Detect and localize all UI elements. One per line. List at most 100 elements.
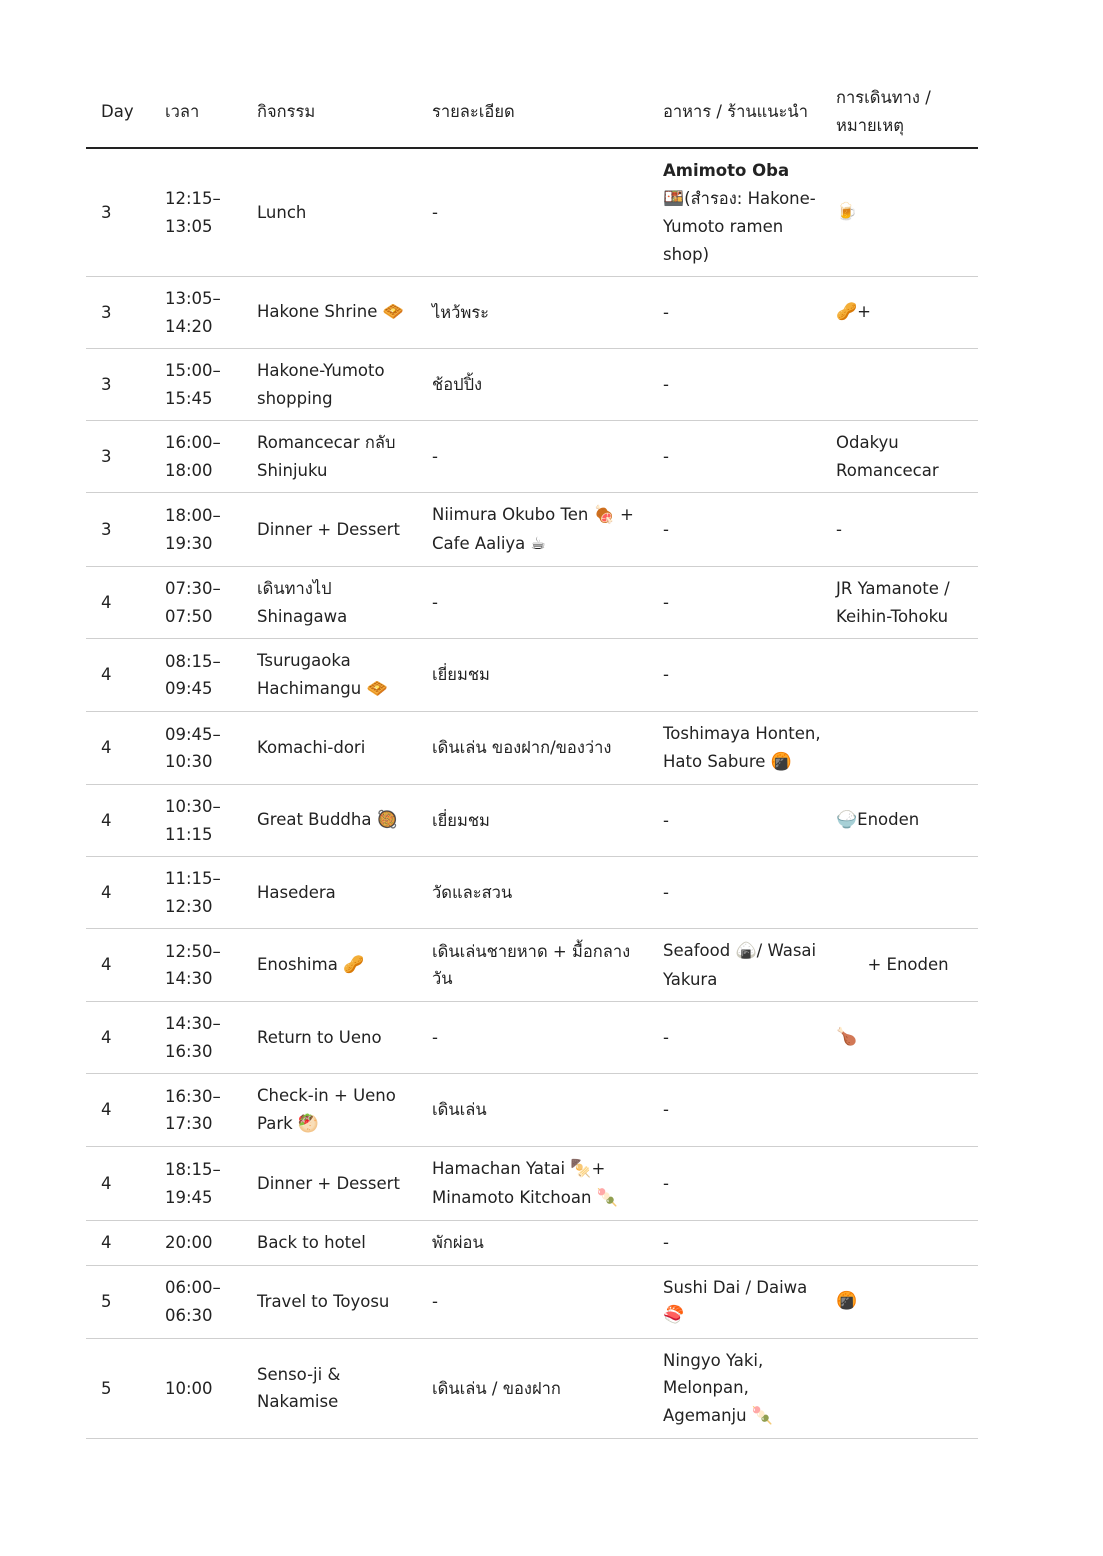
cell-day: 3	[86, 348, 150, 421]
table-row: 4 12:50–14:30 Enoshima 🥜 เดินเล่นชายหาด + ม…	[86, 928, 978, 1002]
cell-day: 4	[86, 711, 150, 785]
peanut-icon: 🥜	[343, 954, 365, 975]
cell-day: 4	[86, 1073, 150, 1147]
cell-detail-text: Hamachan Yatai	[432, 1159, 571, 1178]
cell-detail-text: ไหว้พระ	[432, 302, 490, 322]
peanut-icon: 🥜	[836, 302, 858, 323]
cell-travel-text: Odakyu Romancecar	[836, 433, 939, 480]
pita-icon: 🥙	[297, 1113, 320, 1134]
cell-food: -	[648, 638, 821, 712]
table-row: 4 09:45–10:30 Komachi-dori เดินเล่น ของฝาก/…	[86, 711, 978, 785]
cell-detail-text: Niimura Okubo Ten	[432, 505, 594, 524]
cell-food-text: / Wasai Yakura	[663, 941, 822, 989]
onigiri-icon: 🍙	[735, 941, 757, 961]
cell-activity-text: Senso-ji & Nakamise	[257, 1364, 346, 1412]
table-row: 4 07:30–07:50 เดินทางไป Shinagawa - - JR Yama…	[86, 566, 978, 639]
cell-food-text: -	[663, 1173, 669, 1193]
rice-bowl-icon: 🍚	[836, 810, 858, 831]
meat-icon: 🍖	[593, 505, 615, 525]
table-row: 3 18:00–19:30 Dinner + Dessert Niimura Okub…	[86, 492, 978, 567]
cell-activity: Dinner + Dessert	[242, 492, 417, 567]
cell-food-text: -	[663, 374, 669, 394]
cell-detail-text: เดินเล่น ของฝาก/ของว่าง	[432, 738, 612, 758]
cell-food-text: -	[663, 1100, 669, 1120]
cell-time: 12:50–14:30	[150, 928, 242, 1002]
table-row: 3 15:00–15:45 Hakone-Yumoto shopping ช้อปปิ…	[86, 348, 978, 421]
cell-food-text: (สำรอง: Hakone-Yumoto ramen shop)	[663, 188, 816, 264]
cell-activity: Check-in + Ueno Park 🥙	[242, 1073, 417, 1147]
cell-food: Sushi Dai / Daiwa 🍣	[648, 1265, 821, 1339]
cell-food-text: -	[663, 882, 669, 902]
table-row: 4 08:15–09:45 Tsurugaoka Hachimangu 🧇 เยี่ย…	[86, 638, 978, 712]
cell-activity: Return to Ueno	[242, 1001, 417, 1074]
cell-time: 15:00–15:45	[150, 348, 242, 421]
cell-travel	[821, 856, 978, 929]
cell-detail-text: -	[432, 1027, 438, 1047]
table-body: 3 12:15–13:05 Lunch - Amimoto Oba 🍱(สำรอง: Ha…	[86, 148, 978, 1439]
cell-time: 08:15–09:45	[150, 638, 242, 712]
header-food: อาหาร / ร้านแนะนำ	[648, 80, 821, 149]
header-day: Day	[86, 80, 150, 149]
cell-day: 3	[86, 420, 150, 493]
header-detail: รายละเอียด	[417, 80, 648, 149]
cell-food-text: Seafood	[663, 941, 736, 960]
cell-detail-text: เดินเล่น	[432, 1100, 487, 1120]
cell-food: -	[648, 1073, 821, 1147]
cell-detail-text: พักผ่อน	[432, 1233, 484, 1252]
cell-time: 12:15–13:05	[150, 148, 242, 277]
header-activity: กิจกรรม	[242, 80, 417, 149]
cell-detail-text: เดินเล่น / ของฝาก	[432, 1378, 561, 1398]
cell-day: 4	[86, 566, 150, 639]
cell-activity: Tsurugaoka Hachimangu 🧇	[242, 638, 417, 712]
cell-travel	[821, 1146, 978, 1221]
dango-icon: 🍡	[596, 1187, 618, 1208]
dango-icon: 🍡	[751, 1405, 774, 1426]
cell-detail-text: -	[432, 446, 438, 466]
cell-activity-text: Hakone Shrine	[257, 302, 383, 322]
cell-detail: -	[417, 148, 648, 277]
cell-food: Amimoto Oba 🍱(สำรอง: Hakone-Yumoto ramen …	[648, 148, 821, 277]
cell-food: -	[648, 420, 821, 493]
paella-icon: 🥘	[376, 810, 398, 831]
cell-detail: พักผ่อน	[417, 1220, 648, 1266]
cell-food-text: -	[663, 519, 669, 539]
cell-food-text: -	[663, 665, 669, 685]
cell-activity-text: Dinner + Dessert	[257, 519, 400, 539]
cell-food: Ningyo Yaki, Melonpan, Agemanju 🍡	[648, 1338, 821, 1439]
cell-activity-text: Komachi-dori	[257, 738, 366, 758]
cell-food: -	[648, 348, 821, 421]
cell-day: 5	[86, 1265, 150, 1339]
cell-travel: 🍘	[821, 1265, 978, 1339]
cell-food-text: Ningyo Yaki, Melonpan, Agemanju	[663, 1350, 769, 1425]
table-row: 3 12:15–13:05 Lunch - Amimoto Oba 🍱(สำรอง: Ha…	[86, 148, 978, 277]
cell-detail: -	[417, 566, 648, 639]
cell-day: 4	[86, 1146, 150, 1221]
cell-day: 3	[86, 148, 150, 277]
cell-food-text: Sushi Dai / Daiwa	[663, 1277, 813, 1297]
cell-food: Seafood 🍙/ Wasai Yakura	[648, 928, 822, 1002]
cell-activity: Travel to Toyosu	[242, 1265, 417, 1339]
bento-icon: 🍱	[663, 188, 685, 209]
cell-travel: + Enoden	[821, 928, 978, 1002]
cell-day: 4	[86, 856, 150, 929]
table-header-row: Day เวลา กิจกรรม รายละเอียด อาหาร / ร้าน…	[86, 80, 978, 149]
cell-time: 20:00	[150, 1220, 242, 1266]
beer-icon: 🍺	[836, 202, 858, 223]
coffee-icon: ☕	[530, 533, 546, 554]
cell-time: 10:30–11:15	[150, 784, 242, 857]
cell-detail-text: เดินเล่นชายหาด + มื้อกลางวัน	[432, 941, 631, 989]
cell-activity: Lunch	[242, 148, 417, 277]
cell-detail: วัดและสวน	[417, 856, 648, 929]
cell-detail-text: -	[432, 202, 438, 222]
cell-travel-text: -	[836, 519, 842, 539]
cell-activity-text: Hasedera	[257, 882, 336, 902]
cell-detail: -	[417, 1265, 648, 1339]
cell-food: -	[648, 1146, 821, 1221]
cell-time: 11:15–12:30	[150, 856, 242, 929]
cell-detail: Hamachan Yatai 🍢+ Minamoto Kitchoan 🍡	[417, 1146, 648, 1221]
cell-food: -	[648, 1220, 821, 1266]
cell-travel	[821, 711, 978, 785]
header-travel: การเดินทาง / หมายเหตุ	[821, 80, 978, 149]
cell-activity: Back to hotel	[242, 1220, 417, 1266]
cell-activity-text: Dinner + Dessert	[257, 1173, 400, 1193]
